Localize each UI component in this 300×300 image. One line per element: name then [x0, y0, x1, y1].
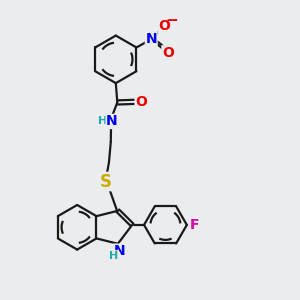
Text: N: N	[113, 244, 125, 258]
Text: O: O	[158, 19, 170, 33]
Text: O: O	[135, 95, 147, 109]
Text: N: N	[146, 32, 157, 46]
Text: S: S	[99, 172, 111, 190]
Text: N: N	[106, 115, 118, 128]
Text: O: O	[162, 46, 174, 60]
Text: F: F	[190, 218, 199, 232]
Text: H: H	[109, 251, 118, 261]
Text: H: H	[98, 116, 108, 127]
Text: −: −	[165, 13, 178, 28]
